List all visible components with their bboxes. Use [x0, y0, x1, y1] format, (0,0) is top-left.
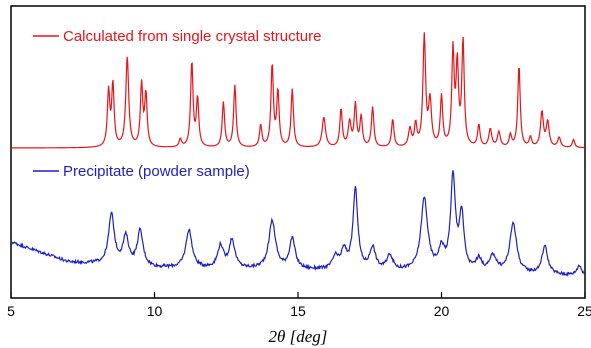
legend-label: Precipitate (powder sample) — [63, 163, 250, 180]
series-line-2 — [10, 170, 586, 277]
x-tick-label: 25 — [577, 303, 591, 319]
legend-label: Calculated from single crystal structure — [63, 28, 321, 45]
series-line-1 — [11, 32, 586, 149]
x-tick-label: 15 — [290, 303, 306, 319]
legend: Calculated from single crystal structure… — [33, 28, 321, 180]
x-tick-label: 10 — [147, 303, 163, 319]
series-lines — [10, 32, 586, 277]
x-tick-label: 5 — [7, 303, 15, 319]
x-tick-label: 20 — [434, 303, 450, 319]
x-ticks: 5 10 15 20 25 — [7, 292, 591, 319]
plot-frame — [10, 5, 586, 299]
x-axis-label: 2θ [deg] — [269, 327, 328, 346]
